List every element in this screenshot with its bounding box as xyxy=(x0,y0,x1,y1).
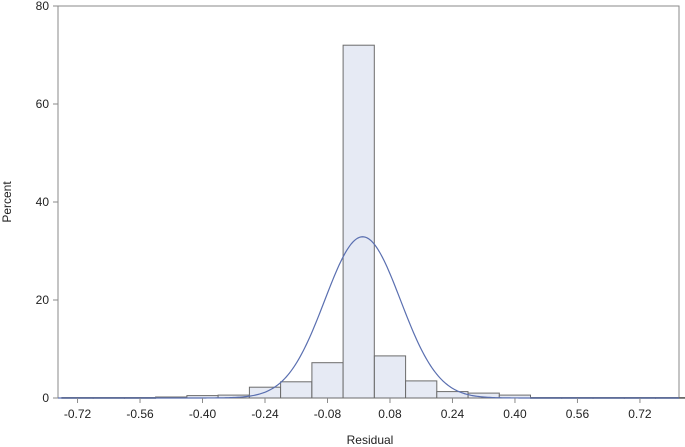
y-tick-label: 60 xyxy=(36,97,50,111)
x-tick-label: -0.08 xyxy=(314,407,342,421)
histogram-bar xyxy=(311,362,344,399)
histogram-bars xyxy=(61,44,685,399)
x-tick-label: -0.24 xyxy=(251,407,279,421)
histogram-bar xyxy=(405,380,438,399)
histogram-bar xyxy=(280,381,313,399)
histogram-bar xyxy=(436,391,469,399)
x-tick-label: 0.24 xyxy=(441,407,465,421)
x-tick-label: -0.56 xyxy=(126,407,154,421)
x-tick-label: 0.56 xyxy=(566,407,590,421)
x-tick-label: 0.72 xyxy=(628,407,652,421)
y-tick-label: 80 xyxy=(36,0,50,13)
histogram-bar xyxy=(342,44,375,399)
x-tick-label: 0.08 xyxy=(378,407,402,421)
y-tick-label: 0 xyxy=(42,391,49,405)
x-tick-label: -0.40 xyxy=(189,407,217,421)
x-tick-label: 0.40 xyxy=(503,407,527,421)
x-tick-label: -0.72 xyxy=(64,407,92,421)
normal-density-curve xyxy=(58,236,679,399)
y-tick-label: 40 xyxy=(36,195,50,209)
x-axis-title: Residual xyxy=(347,433,394,447)
y-axis: 0 20 40 60 80 xyxy=(36,0,58,405)
y-axis-title: Percent xyxy=(0,181,14,223)
histogram-bar xyxy=(373,355,407,399)
y-tick-label: 20 xyxy=(36,293,50,307)
x-axis: -0.72 -0.56 -0.40 -0.24 -0.08 0.08 0.24 0.40 0.5… xyxy=(64,398,652,421)
